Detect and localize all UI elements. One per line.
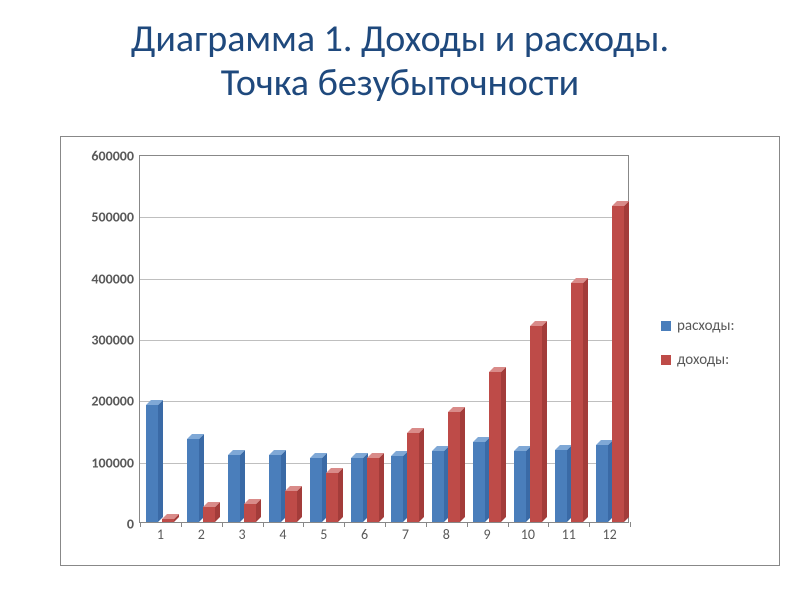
x-tick-mark bbox=[222, 522, 223, 527]
x-tick-label: 12 bbox=[602, 522, 616, 543]
bar-income bbox=[489, 372, 501, 522]
legend-swatch bbox=[661, 355, 671, 365]
bar-expenses bbox=[596, 445, 608, 522]
x-tick-label: 3 bbox=[239, 522, 246, 543]
bar-expenses bbox=[555, 450, 567, 522]
legend: расходы: доходы: bbox=[661, 317, 735, 385]
x-tick-label: 8 bbox=[443, 522, 450, 543]
y-tick-label: 100000 bbox=[91, 454, 140, 471]
chart-frame: 0100000200000300000400000500000600000123… bbox=[60, 136, 780, 566]
bar-expenses bbox=[187, 439, 199, 522]
x-tick-mark bbox=[181, 522, 182, 527]
bar-income bbox=[612, 206, 624, 522]
bar-income bbox=[203, 507, 215, 522]
title-line-1: Диаграмма 1. Доходы и расходы. bbox=[131, 16, 669, 62]
y-tick-label: 300000 bbox=[91, 332, 140, 349]
bar-expenses bbox=[310, 458, 322, 522]
bar-expenses bbox=[514, 451, 526, 522]
x-tick-mark bbox=[508, 522, 509, 527]
legend-item-expenses: расходы: bbox=[661, 317, 735, 335]
x-tick-label: 11 bbox=[562, 522, 576, 543]
y-tick-label: 400000 bbox=[91, 270, 140, 287]
legend-label: доходы: bbox=[677, 351, 729, 369]
x-tick-label: 7 bbox=[402, 522, 409, 543]
x-tick-label: 10 bbox=[521, 522, 535, 543]
x-tick-label: 2 bbox=[198, 522, 205, 543]
bar-income bbox=[571, 283, 583, 522]
bar-expenses bbox=[269, 455, 281, 522]
x-tick-label: 6 bbox=[361, 522, 368, 543]
legend-item-income: доходы: bbox=[661, 351, 735, 369]
x-tick-mark bbox=[630, 522, 631, 527]
gridline bbox=[140, 279, 628, 280]
gridline bbox=[140, 401, 628, 402]
x-tick-label: 9 bbox=[484, 522, 491, 543]
y-tick-label: 600000 bbox=[91, 148, 140, 165]
x-tick-mark bbox=[303, 522, 304, 527]
bar-expenses bbox=[391, 456, 403, 522]
plot-area: 0100000200000300000400000500000600000123… bbox=[139, 155, 629, 523]
title-line-2: Точка безубыточности bbox=[221, 60, 579, 106]
x-tick-mark bbox=[385, 522, 386, 527]
bar-expenses bbox=[146, 405, 158, 522]
x-tick-label: 5 bbox=[320, 522, 327, 543]
legend-swatch bbox=[661, 321, 671, 331]
bar-income bbox=[530, 326, 542, 522]
gridline bbox=[140, 340, 628, 341]
x-tick-mark bbox=[589, 522, 590, 527]
y-tick-label: 200000 bbox=[91, 393, 140, 410]
bar-income bbox=[448, 412, 460, 522]
bar-expenses bbox=[351, 458, 363, 522]
x-tick-mark bbox=[263, 522, 264, 527]
bar-income bbox=[244, 504, 256, 522]
y-tick-label: 0 bbox=[127, 516, 140, 533]
bar-income bbox=[407, 433, 419, 522]
x-tick-mark bbox=[548, 522, 549, 527]
bar-expenses bbox=[432, 451, 444, 522]
x-tick-mark bbox=[426, 522, 427, 527]
slide-title: Диаграмма 1. Доходы и расходы. Точка без… bbox=[0, 0, 800, 105]
slide: Диаграмма 1. Доходы и расходы. Точка без… bbox=[0, 0, 800, 600]
x-tick-mark bbox=[344, 522, 345, 527]
legend-label: расходы: bbox=[677, 317, 735, 335]
x-tick-mark bbox=[467, 522, 468, 527]
bar-income bbox=[162, 519, 174, 522]
y-tick-label: 500000 bbox=[91, 209, 140, 226]
x-tick-label: 1 bbox=[157, 522, 164, 543]
x-tick-label: 4 bbox=[279, 522, 286, 543]
bar-income bbox=[285, 491, 297, 522]
bar-income bbox=[367, 458, 379, 522]
bar-expenses bbox=[228, 455, 240, 522]
gridline bbox=[140, 217, 628, 218]
x-tick-mark bbox=[140, 522, 141, 527]
bar-expenses bbox=[473, 442, 485, 522]
bar-income bbox=[326, 473, 338, 522]
